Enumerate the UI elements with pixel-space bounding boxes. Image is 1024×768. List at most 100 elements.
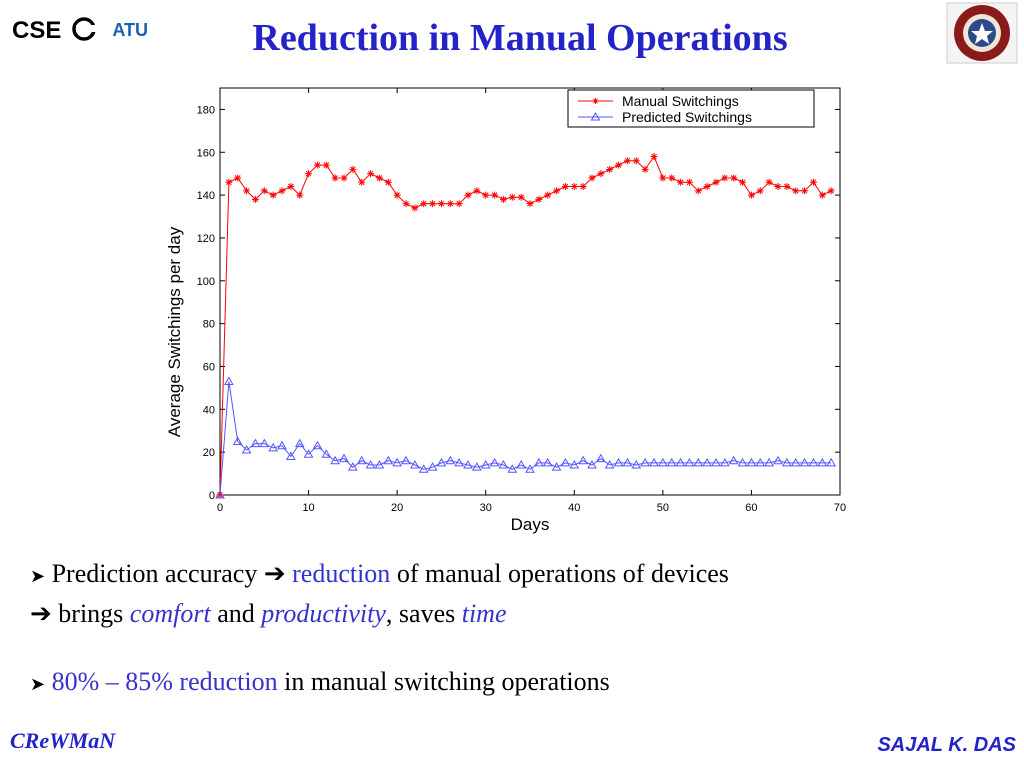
saves-text: , saves	[385, 599, 456, 628]
predicted-point	[773, 455, 783, 465]
predicted-point	[516, 460, 527, 469]
series-line-0	[219, 155, 832, 496]
predicted-point	[781, 457, 792, 467]
predicted-point	[436, 457, 447, 467]
manual-point	[508, 193, 516, 201]
x-tick-label: 30	[480, 502, 492, 514]
predicted-point	[826, 457, 837, 467]
manual-point	[526, 200, 534, 208]
manual-point	[331, 174, 339, 182]
bullet-1-prefix: Prediction accuracy	[51, 559, 258, 588]
manual-point	[234, 174, 242, 182]
predicted-point	[347, 462, 358, 471]
switching-line-chart: 0 10 20 30 40 50 60 70020406080100120140160180 …	[165, 87, 846, 534]
predicted-point	[471, 462, 482, 471]
predicted-point	[587, 460, 597, 469]
bullet-1: ➤ Prediction accuracy ➔ reduction of man…	[30, 555, 1010, 595]
y-tick-label: 160	[197, 147, 215, 159]
university-seal-icon	[946, 2, 1018, 64]
footer-crewman: CReWMaN	[10, 728, 116, 753]
productivity-text: productivity	[261, 599, 386, 628]
footer-author: SAJAL K. DAS	[877, 734, 1016, 756]
bullet-list: ➤ Prediction accuracy ➔ reduction of man…	[30, 555, 1010, 703]
predicted-point	[507, 464, 518, 473]
manual-point	[313, 161, 321, 169]
manual-point	[783, 183, 791, 191]
predicted-point	[684, 457, 695, 467]
y-tick-label: 60	[203, 361, 215, 373]
manual-point	[721, 174, 729, 182]
predicted-point	[525, 464, 535, 473]
manual-point	[340, 174, 348, 182]
manual-point	[677, 178, 685, 186]
predicted-point	[711, 457, 721, 467]
manual-point	[632, 157, 640, 165]
predicted-point	[392, 457, 403, 467]
manual-point	[553, 187, 561, 195]
predicted-point	[666, 457, 677, 467]
predicted-point	[746, 457, 757, 467]
manual-point	[730, 174, 738, 182]
y-tick-label: 120	[197, 233, 215, 245]
manual-point	[650, 153, 658, 161]
x-axis-label: Days	[511, 515, 550, 534]
predicted-point	[790, 457, 801, 467]
manual-point	[375, 174, 383, 182]
x-tick-label: 0	[217, 502, 223, 514]
predicted-point	[285, 451, 296, 460]
manual-point	[402, 200, 410, 208]
predicted-point	[622, 457, 633, 467]
manual-point	[349, 165, 357, 173]
predicted-point	[613, 457, 624, 467]
svg-text:CSE: CSE	[12, 17, 61, 44]
x-tick-label: 10	[302, 502, 314, 514]
manual-point	[597, 170, 605, 178]
manual-point	[482, 191, 490, 199]
and-text: and	[217, 599, 255, 628]
predicted-point	[560, 457, 571, 467]
predicted-point	[755, 457, 766, 467]
manual-point	[243, 187, 251, 195]
manual-point	[739, 178, 747, 186]
predicted-point	[604, 460, 615, 469]
y-tick-label: 180	[197, 104, 215, 116]
predicted-point	[817, 457, 828, 467]
bullet-1-reduction: reduction	[292, 559, 391, 588]
predicted-point	[294, 438, 305, 448]
manual-point	[668, 174, 676, 182]
manual-point	[685, 178, 693, 186]
manual-point	[623, 157, 631, 165]
predicted-point	[330, 455, 341, 465]
manual-point	[473, 187, 481, 195]
predicted-point	[631, 460, 642, 469]
comfort-text: comfort	[129, 599, 211, 628]
x-tick-label: 70	[834, 502, 846, 514]
manual-point	[694, 187, 702, 195]
x-tick-label: 20	[391, 502, 403, 514]
predicted-point	[339, 453, 349, 463]
predicted-point	[737, 457, 748, 467]
predicted-point	[542, 457, 553, 467]
bullet-arrow-icon: ➤	[30, 674, 46, 694]
bullet-2-range: 80% – 85%	[51, 667, 173, 696]
plot-area-frame	[219, 87, 841, 496]
manual-point	[411, 204, 419, 212]
manual-point	[420, 200, 428, 208]
y-tick-label: 80	[203, 319, 215, 331]
manual-point	[579, 183, 587, 191]
predicted-point	[640, 457, 651, 467]
bullet-1-brings: brings	[58, 599, 124, 628]
bullet-2-reduction: reduction	[179, 667, 278, 696]
predicted-point	[719, 457, 730, 467]
predicted-point	[569, 460, 580, 469]
predicted-point	[250, 438, 261, 448]
predicted-point	[401, 455, 411, 465]
manual-point	[517, 193, 525, 201]
manual-point	[446, 200, 454, 208]
predicted-point	[489, 457, 500, 467]
manual-point	[765, 178, 773, 186]
manual-point	[287, 183, 295, 191]
predicted-point	[533, 457, 544, 467]
y-tick-label: 100	[197, 276, 215, 288]
legend-triangle-marker	[590, 111, 601, 121]
